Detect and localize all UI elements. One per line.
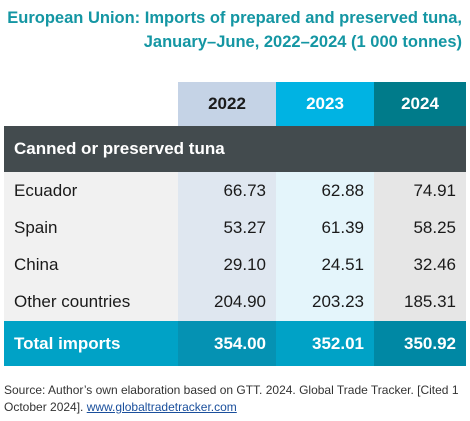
cell-value: 32.46 [413,254,456,274]
row-label: Other countries [14,291,131,311]
total-value: 354.00 [214,333,266,353]
cell-value: 203.23 [312,291,364,311]
total-label: Total imports [14,333,121,353]
total-value: 352.01 [312,333,364,353]
source-note: Source: Author’s own elaboration based o… [4,382,466,416]
row-label: China [14,254,59,274]
cell-value: 58.25 [413,217,456,237]
column-shade-2024 [374,172,466,321]
column-header-2023: 2023 [276,82,374,126]
cell-value: 24.51 [321,254,364,274]
column-shade-2022 [178,172,276,321]
total-value: 350.92 [404,333,456,353]
row-label: Ecuador [14,180,78,200]
cell-value: 61.39 [321,217,364,237]
imports-table: 2022 2023 2024 Canned or preserved tuna … [4,82,466,366]
column-shade-2023 [276,172,374,321]
table-header: 2022 2023 2024 [4,82,466,126]
cell-value: 62.88 [321,180,364,200]
cell-value: 204.90 [214,291,266,311]
table-body: Ecuador 66.73 62.88 74.91 Spain 53.27 61… [4,172,466,321]
column-header-2022: 2022 [178,82,276,126]
cell-value: 185.31 [404,291,456,311]
row-label: Spain [14,217,58,237]
total-shade-2024 [374,321,466,366]
table-row: Other countries 204.90 203.23 185.31 [4,283,466,320]
column-header-2024: 2024 [374,82,466,126]
table-row: China 29.10 24.51 32.46 [4,246,466,283]
total-row: Total imports 354.00 352.01 350.92 [4,321,466,366]
section-header: Canned or preserved tuna [4,126,466,172]
cell-value: 29.10 [223,254,266,274]
table-row: Spain 53.27 61.39 58.25 [4,209,466,246]
total-shade-2023 [276,321,374,366]
table-title: European Union: Imports of prepared and … [7,9,462,51]
cell-value: 66.73 [223,180,266,200]
cell-value: 53.27 [223,217,266,237]
table-row: Ecuador 66.73 62.88 74.91 [4,172,466,209]
source-text: Source: Author’s own elaboration based o… [4,383,459,414]
source-link[interactable]: www.globaltradetracker.com [86,400,237,414]
cell-value: 74.91 [413,180,456,200]
total-shade-2022 [178,321,276,366]
